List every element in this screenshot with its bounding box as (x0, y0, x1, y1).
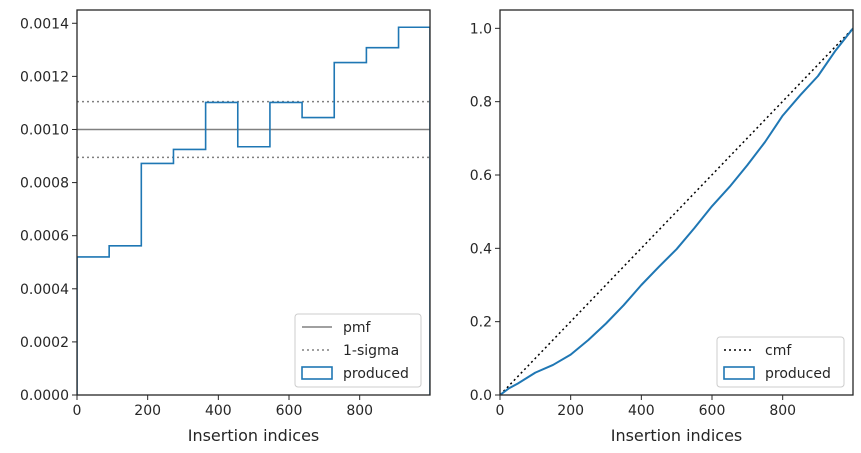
legend: pmf 1-sigma produced (294, 313, 422, 388)
y-tick-label: 0.0010 (20, 122, 69, 138)
plot-area (77, 26, 430, 395)
x-tick-label: 400 (205, 403, 232, 419)
x-tick-label: 600 (276, 403, 303, 419)
legend-produced-swatch (301, 366, 333, 380)
legend-label: produced (765, 366, 831, 382)
y-tick-label: 0.0012 (20, 69, 69, 85)
x-tick-label: 200 (134, 403, 161, 419)
legend-produced-swatch (723, 366, 755, 380)
y-tick-label: 0.0014 (20, 16, 69, 32)
axes-frame (76, 9, 431, 396)
legend-label: cmf (765, 343, 792, 359)
x-tick-label: 600 (699, 403, 726, 419)
legend-box (716, 336, 845, 388)
plot-area (500, 27, 853, 395)
x-axis-label: Insertion indices (611, 426, 743, 445)
x-tick-label: 800 (769, 403, 796, 419)
y-tick-label: 0.6 (470, 168, 492, 184)
y-tick-label: 0.0000 (20, 388, 69, 404)
y-tick-label: 0.0004 (20, 282, 69, 298)
x-tick-label: 0 (73, 403, 82, 419)
legend: cmf produced (716, 336, 845, 388)
x-tick-label: 0 (496, 403, 505, 419)
y-tick-label: 0.0008 (20, 176, 69, 192)
y-tick-label: 0.8 (470, 95, 492, 111)
legend-box (294, 313, 422, 388)
y-tick-label: 0.4 (470, 241, 492, 257)
y-tick-label: 1.0 (470, 21, 492, 37)
y-tick-label: 0.0 (470, 388, 492, 404)
left-chart-panel: 0 200 400 600 800 0.0000 0.0002 0.0004 0.0006 0.0… (20, 9, 431, 445)
x-tick-label: 200 (557, 403, 584, 419)
x-tick-label: 400 (628, 403, 655, 419)
produced-line (500, 27, 853, 395)
y-tick-label: 0.0006 (20, 229, 69, 245)
y-tick-label: 0.0002 (20, 335, 69, 351)
axes-frame (499, 9, 854, 396)
legend-label: pmf (343, 320, 372, 336)
legend-label: produced (343, 366, 409, 382)
x-axis-label: Insertion indices (188, 426, 320, 445)
right-chart-panel: 0 200 400 600 800 0.0 0.2 0.4 0.6 0.8 1.0 Insertion… (470, 9, 854, 445)
legend-label: 1-sigma (343, 343, 399, 359)
y-tick-label: 0.2 (470, 315, 492, 331)
x-tick-label: 800 (346, 403, 373, 419)
produced-histogram (77, 26, 430, 395)
